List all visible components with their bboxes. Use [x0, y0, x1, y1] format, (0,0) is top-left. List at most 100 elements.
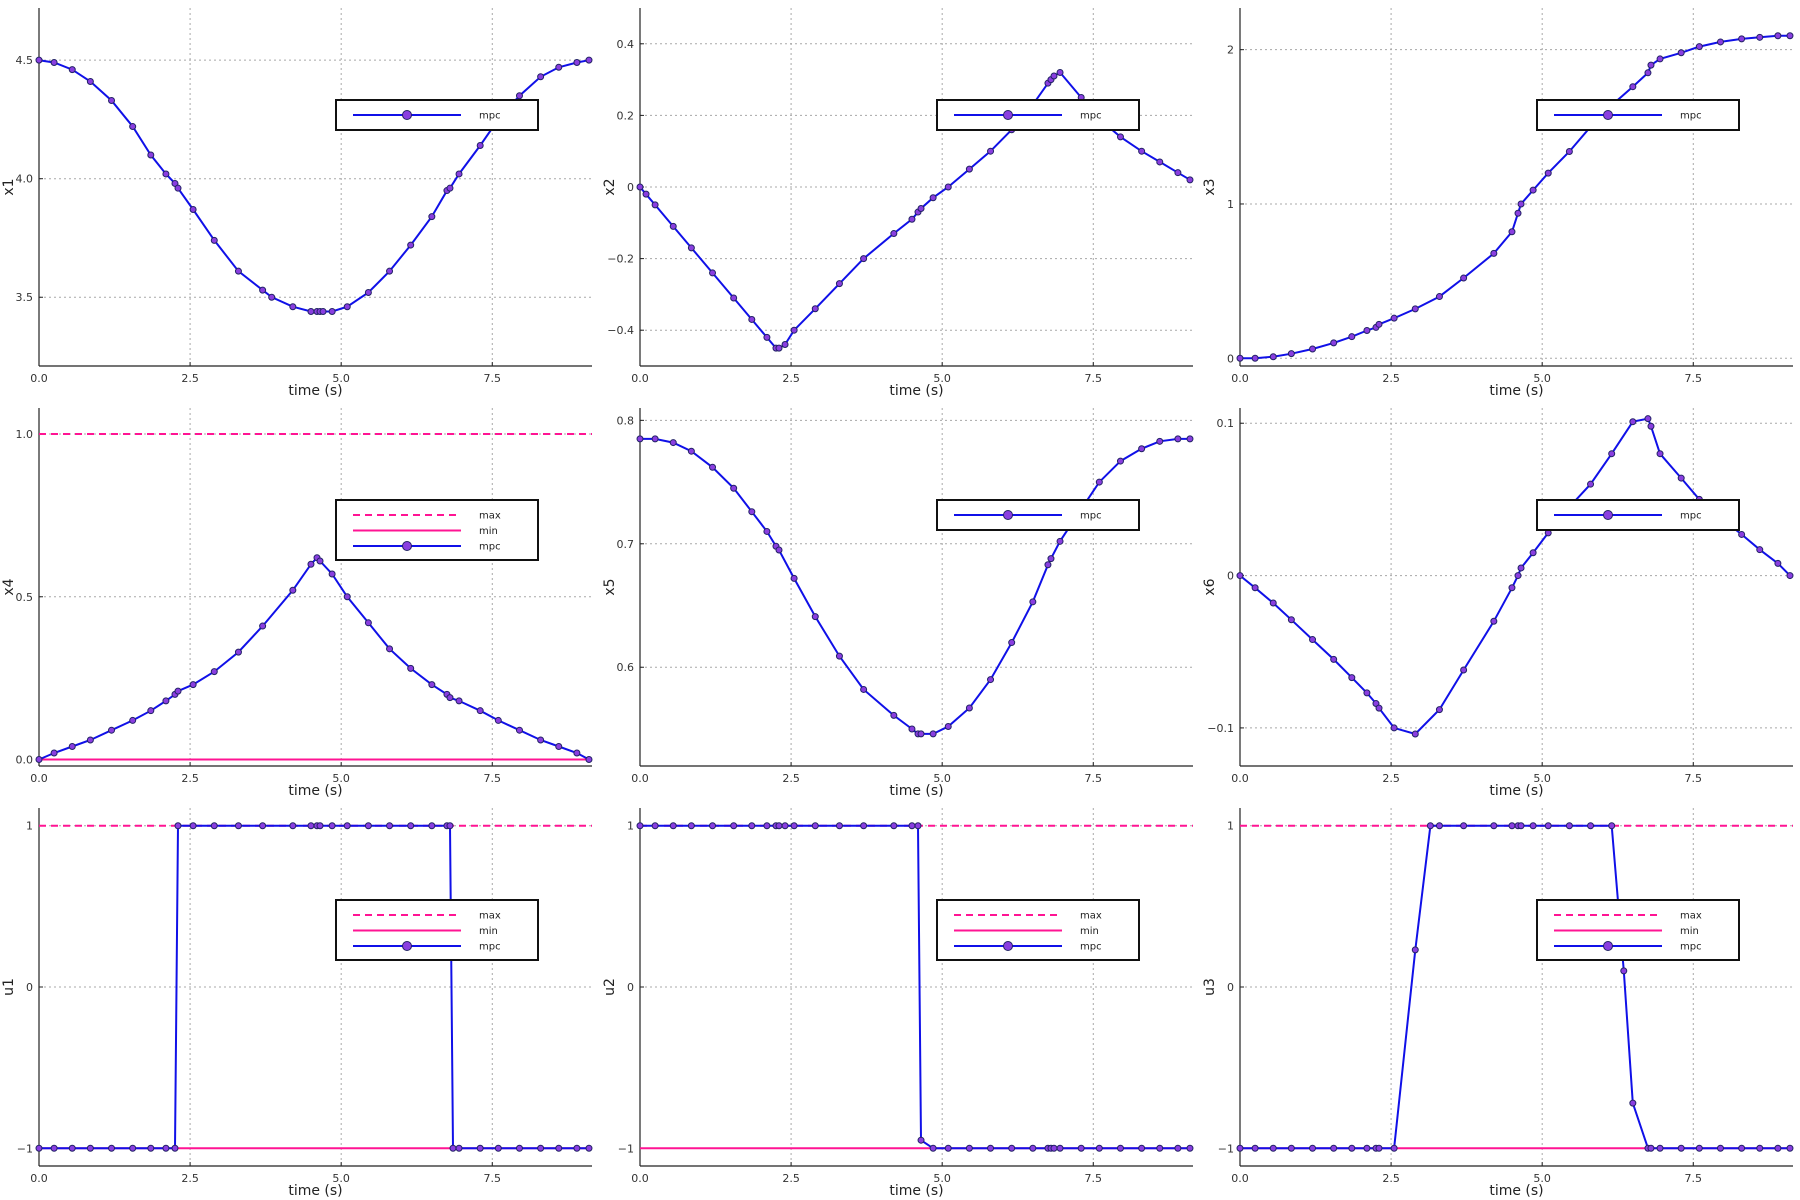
data-point — [1738, 35, 1746, 43]
data-point — [50, 749, 58, 757]
legend-label-min: min — [479, 926, 498, 937]
data-point — [428, 681, 436, 689]
data-point — [289, 822, 297, 830]
y-axis-label: x2 — [602, 178, 618, 195]
data-point — [328, 307, 336, 315]
x-tick-label: 2.5 — [1382, 372, 1400, 385]
y-tick-label: 0.7 — [617, 538, 635, 551]
data-point — [515, 1144, 523, 1152]
y-tick-label: 0.6 — [617, 661, 635, 674]
series-line-mpc — [1240, 34, 1790, 360]
y-tick-label: 0.1 — [1217, 417, 1235, 430]
data-point — [1786, 572, 1794, 580]
data-point — [763, 822, 771, 830]
legend-marker-mpc — [1603, 510, 1613, 520]
legend-label-min: min — [1680, 926, 1699, 937]
data-point — [1029, 1144, 1037, 1152]
x-tick-label: 2.5 — [181, 772, 199, 785]
y-tick-label: 2 — [1227, 44, 1234, 57]
data-point — [537, 736, 545, 744]
data-point — [289, 303, 297, 311]
y-axis-label: u3 — [1202, 978, 1218, 996]
data-point — [446, 184, 454, 192]
x-tick-label: 0.0 — [631, 1172, 649, 1185]
data-point — [50, 1144, 58, 1152]
data-point — [1411, 305, 1419, 313]
legend: max min mpc — [936, 899, 1140, 961]
data-point — [1716, 38, 1724, 46]
y-tick-label: −1 — [618, 1142, 634, 1155]
data-point — [343, 822, 351, 830]
data-point — [669, 439, 677, 447]
data-point — [1156, 437, 1164, 445]
data-point — [1490, 249, 1498, 257]
legend-marker-mpc — [402, 110, 412, 120]
data-point — [1186, 1144, 1194, 1152]
data-point — [929, 1144, 937, 1152]
data-point — [1363, 1144, 1371, 1152]
data-point — [364, 822, 372, 830]
data-point — [1174, 169, 1182, 177]
data-point — [965, 1144, 973, 1152]
data-point — [1460, 666, 1468, 674]
data-point — [446, 822, 454, 830]
data-point — [1348, 1144, 1356, 1152]
data-point — [1008, 639, 1016, 647]
data-point — [35, 755, 43, 763]
data-point — [129, 716, 137, 724]
data-point — [1029, 598, 1037, 606]
data-point — [1077, 1144, 1085, 1152]
data-point — [781, 822, 789, 830]
data-point — [1044, 561, 1052, 569]
data-point — [1435, 293, 1443, 301]
data-point — [1629, 83, 1637, 91]
data-point — [687, 244, 695, 252]
legend: max min mpc — [335, 899, 539, 961]
subplot-x3: 0.0 2.5 5.0 7.5 0 1 2 time (s) x3 mpc — [1202, 8, 1794, 399]
x-tick-label: 5.0 — [1533, 1172, 1551, 1185]
data-point — [1647, 422, 1655, 430]
data-point — [189, 681, 197, 689]
legend: max min mpc — [335, 499, 539, 561]
data-point — [1269, 353, 1277, 361]
data-point — [1330, 1144, 1338, 1152]
data-point — [1287, 350, 1295, 358]
x-tick-label: 7.5 — [1085, 772, 1103, 785]
data-point — [162, 1144, 170, 1152]
data-point — [1390, 724, 1398, 732]
y-tick-label: 0 — [1227, 352, 1234, 365]
data-point — [1186, 435, 1194, 443]
data-point — [1517, 822, 1525, 830]
data-point — [129, 123, 137, 131]
data-point — [555, 742, 563, 750]
data-point — [1756, 546, 1764, 554]
x-tick-label: 2.5 — [181, 1172, 199, 1185]
data-point — [234, 822, 242, 830]
data-point — [174, 184, 182, 192]
data-point — [364, 289, 372, 297]
data-point — [515, 726, 523, 734]
data-point — [343, 303, 351, 311]
data-point — [730, 822, 738, 830]
data-point — [1156, 1144, 1164, 1152]
legend: mpc — [1536, 99, 1740, 131]
data-point — [636, 822, 644, 830]
y-tick-label: 4.5 — [16, 54, 34, 67]
data-point — [1186, 176, 1194, 184]
legend-label-max: max — [1680, 911, 1702, 922]
data-point — [1620, 967, 1628, 975]
legend-label-mpc: mpc — [479, 111, 501, 122]
subplot-u2: 0.0 2.5 5.0 7.5 −1 0 1 time (s) u2 max min mpc — [602, 808, 1194, 1199]
subplot-x1: 0.0 2.5 5.0 7.5 3.5 4.0 4.5 time (s) x1 mpc — [1, 8, 593, 399]
data-point — [890, 230, 898, 238]
data-point — [1508, 822, 1516, 830]
data-point — [68, 1144, 76, 1152]
data-point — [1774, 32, 1782, 40]
data-point — [1375, 320, 1383, 328]
series-line-mpc — [38, 556, 590, 761]
legend-label-max: max — [479, 511, 501, 522]
x-tick-label: 0.0 — [30, 1172, 48, 1185]
data-point — [1514, 572, 1522, 580]
data-point — [642, 190, 650, 198]
data-point — [1251, 1144, 1259, 1152]
